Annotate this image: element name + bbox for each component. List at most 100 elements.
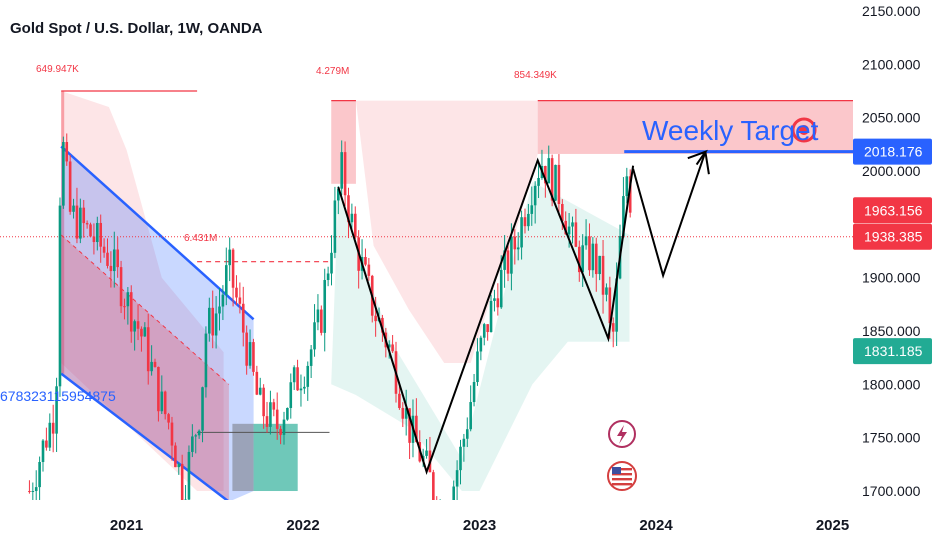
volume-label: 6.431M bbox=[184, 233, 217, 244]
candle-body bbox=[292, 367, 296, 383]
candle-body bbox=[65, 142, 69, 162]
candle-body bbox=[591, 243, 595, 271]
candle-body bbox=[337, 188, 340, 201]
candle-body bbox=[272, 402, 276, 410]
candle-body bbox=[119, 267, 123, 307]
flag-stripe bbox=[612, 483, 632, 486]
flag-stripe bbox=[612, 473, 632, 476]
candle-body bbox=[221, 294, 225, 307]
candle-body bbox=[323, 280, 327, 333]
candle-body bbox=[31, 490, 35, 492]
candle-body bbox=[516, 247, 520, 250]
supply-shading bbox=[61, 91, 224, 491]
y-axis-panel bbox=[853, 0, 932, 550]
price-badge bbox=[853, 338, 932, 365]
price-badge bbox=[853, 197, 932, 224]
candle-body bbox=[99, 222, 103, 247]
candle-body bbox=[513, 236, 517, 250]
candle-body bbox=[628, 176, 632, 213]
volume-label: 649.947K bbox=[36, 64, 79, 75]
price-badge-label: 1963.156 bbox=[864, 202, 923, 218]
candle-body bbox=[598, 255, 601, 275]
candle-body bbox=[476, 351, 479, 383]
candle-body bbox=[258, 387, 262, 395]
supply-shading bbox=[331, 100, 538, 363]
candle-body bbox=[34, 487, 38, 491]
candle-body bbox=[625, 176, 629, 197]
candle-body bbox=[102, 246, 106, 253]
candle-body bbox=[235, 287, 238, 298]
candle-body bbox=[571, 222, 574, 227]
candle-body bbox=[611, 323, 615, 332]
candle-body bbox=[153, 361, 157, 367]
candle-body bbox=[123, 306, 126, 308]
candle-body bbox=[486, 324, 489, 333]
candle-body bbox=[404, 408, 408, 419]
candle-body bbox=[608, 287, 612, 324]
candle-body bbox=[150, 361, 153, 372]
candle-body bbox=[58, 205, 62, 387]
candle-body bbox=[547, 158, 551, 184]
target-icon-center bbox=[799, 125, 809, 135]
candle-body bbox=[231, 249, 235, 288]
y-tick-label: 1900.000 bbox=[862, 270, 921, 286]
candle-body bbox=[163, 391, 167, 415]
candle-body bbox=[204, 333, 208, 388]
candle-body bbox=[55, 386, 58, 434]
candle-body bbox=[38, 461, 41, 488]
volume-label: 854.349K bbox=[514, 70, 557, 81]
candle-body bbox=[615, 278, 618, 332]
candle-body bbox=[89, 224, 92, 237]
candle-body bbox=[224, 265, 228, 295]
candle-body bbox=[48, 422, 52, 448]
candle-body bbox=[170, 422, 174, 446]
candle-body bbox=[62, 142, 65, 206]
candle-body bbox=[109, 265, 113, 272]
channel-lower-line bbox=[60, 372, 229, 500]
candle-body bbox=[506, 250, 510, 274]
candle-body bbox=[374, 315, 377, 322]
candle-body bbox=[286, 407, 289, 420]
price-badge-label: 2018.176 bbox=[864, 144, 923, 160]
candle-body bbox=[544, 165, 547, 184]
candle-body bbox=[85, 223, 89, 225]
y-tick-label: 2150.000 bbox=[862, 3, 921, 19]
candle-body bbox=[262, 387, 265, 417]
candle-body bbox=[561, 204, 564, 221]
x-axis-panel bbox=[0, 500, 932, 550]
candle-body bbox=[143, 327, 147, 337]
candle-body bbox=[391, 344, 394, 352]
candle-body bbox=[577, 246, 581, 273]
candle-body bbox=[167, 414, 170, 423]
candle-body bbox=[82, 207, 86, 224]
price-badge bbox=[853, 223, 932, 250]
candle-body bbox=[41, 440, 45, 462]
price-badge bbox=[853, 138, 932, 165]
candle-body bbox=[269, 402, 272, 427]
candle-body bbox=[201, 387, 204, 431]
candle-body bbox=[129, 292, 133, 332]
candle-body bbox=[241, 303, 245, 333]
candle-body bbox=[482, 324, 486, 338]
price-badge-label: 1938.385 bbox=[864, 229, 923, 245]
candle-body bbox=[211, 307, 215, 336]
resistance-zone bbox=[61, 91, 65, 374]
candle-body bbox=[303, 386, 306, 389]
candle-body bbox=[425, 450, 428, 456]
candle-body bbox=[462, 438, 466, 447]
us-flag-icon bbox=[607, 461, 637, 491]
candle-body bbox=[398, 393, 401, 408]
y-tick-label: 1750.000 bbox=[862, 430, 921, 446]
candle-body bbox=[140, 328, 143, 337]
candle-body bbox=[557, 164, 561, 205]
flag-stripe bbox=[612, 468, 632, 471]
candle-body bbox=[584, 236, 588, 246]
candle-body bbox=[68, 161, 72, 212]
candle-body bbox=[245, 332, 248, 366]
candle-body bbox=[126, 292, 130, 307]
candle-body bbox=[194, 435, 198, 437]
candle-body bbox=[248, 342, 252, 366]
candle-body bbox=[160, 391, 164, 412]
candle-body bbox=[208, 307, 211, 334]
